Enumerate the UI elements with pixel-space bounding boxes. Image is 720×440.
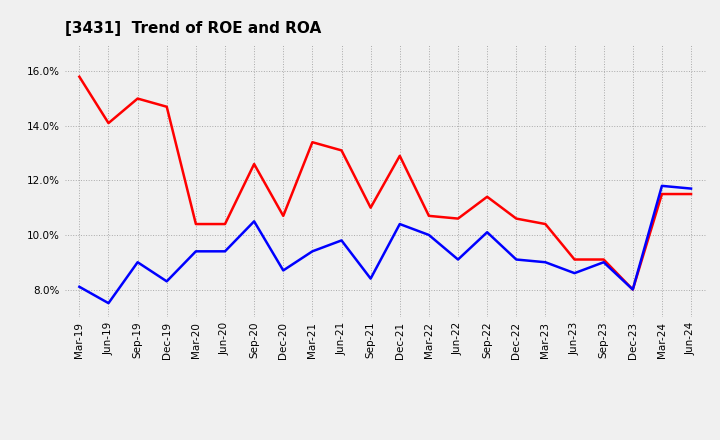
ROE <box>308 139 317 145</box>
ROE <box>657 191 666 197</box>
ROA <box>337 238 346 243</box>
ROA <box>395 221 404 227</box>
ROA <box>570 271 579 276</box>
ROE <box>163 104 171 110</box>
ROE <box>395 153 404 158</box>
ROA <box>454 257 462 262</box>
ROA <box>104 301 113 306</box>
ROE <box>133 96 142 101</box>
ROE <box>541 221 550 227</box>
ROA <box>541 260 550 265</box>
ROA <box>133 260 142 265</box>
ROE <box>483 194 492 199</box>
ROA <box>250 219 258 224</box>
ROA <box>425 232 433 238</box>
ROE <box>75 74 84 79</box>
ROA <box>308 249 317 254</box>
ROA <box>366 276 375 281</box>
Text: [3431]  Trend of ROE and ROA: [3431] Trend of ROE and ROA <box>65 21 321 36</box>
ROA <box>75 284 84 290</box>
ROE <box>279 213 287 219</box>
ROA <box>192 249 200 254</box>
ROA <box>163 279 171 284</box>
ROE <box>425 213 433 219</box>
ROE <box>454 216 462 221</box>
ROA <box>512 257 521 262</box>
ROE <box>337 148 346 153</box>
ROA <box>483 230 492 235</box>
ROE <box>512 216 521 221</box>
ROA <box>220 249 229 254</box>
ROE <box>104 121 113 126</box>
ROE <box>192 221 200 227</box>
ROA <box>279 268 287 273</box>
ROA <box>657 183 666 188</box>
ROA <box>599 260 608 265</box>
ROE <box>570 257 579 262</box>
ROE <box>220 221 229 227</box>
ROA <box>687 186 696 191</box>
ROE <box>629 287 637 292</box>
ROE <box>366 205 375 210</box>
ROE <box>599 257 608 262</box>
ROE <box>250 161 258 167</box>
ROA <box>629 287 637 292</box>
ROE <box>687 191 696 197</box>
Line: ROE: ROE <box>79 77 691 290</box>
Line: ROA: ROA <box>79 186 691 303</box>
